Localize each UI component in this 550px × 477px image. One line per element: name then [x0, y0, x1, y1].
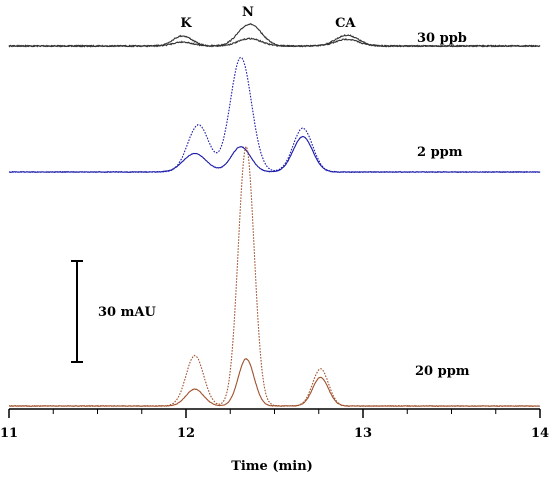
trace-2ppm-series-1 — [8, 135, 541, 174]
trace-20ppm-series-1 — [9, 357, 541, 408]
peak-label-k: K — [180, 16, 192, 31]
x-axis-title: Time (min) — [231, 459, 313, 474]
chromatogram-traces — [8, 23, 541, 408]
scale-bar: 30 mAU — [71, 260, 156, 363]
x-tick-label-11: 11 — [0, 426, 18, 441]
trace-30ppb-series-1 — [8, 37, 541, 48]
trace-label-20ppm: 20 ppm — [415, 364, 470, 379]
trace-label-30ppb: 30 ppb — [417, 31, 467, 46]
scale-bar-label: 30 mAU — [98, 305, 156, 320]
x-tick-label-12: 12 — [177, 426, 195, 441]
x-tick-label-13: 13 — [354, 426, 372, 441]
peak-label-n: N — [242, 5, 254, 20]
x-tick-label-14: 14 — [531, 426, 549, 441]
trace-label-2ppm: 2 ppm — [417, 145, 463, 160]
peak-label-ca: CA — [335, 16, 356, 31]
x-axis: 11 12 13 14 — [0, 408, 549, 441]
